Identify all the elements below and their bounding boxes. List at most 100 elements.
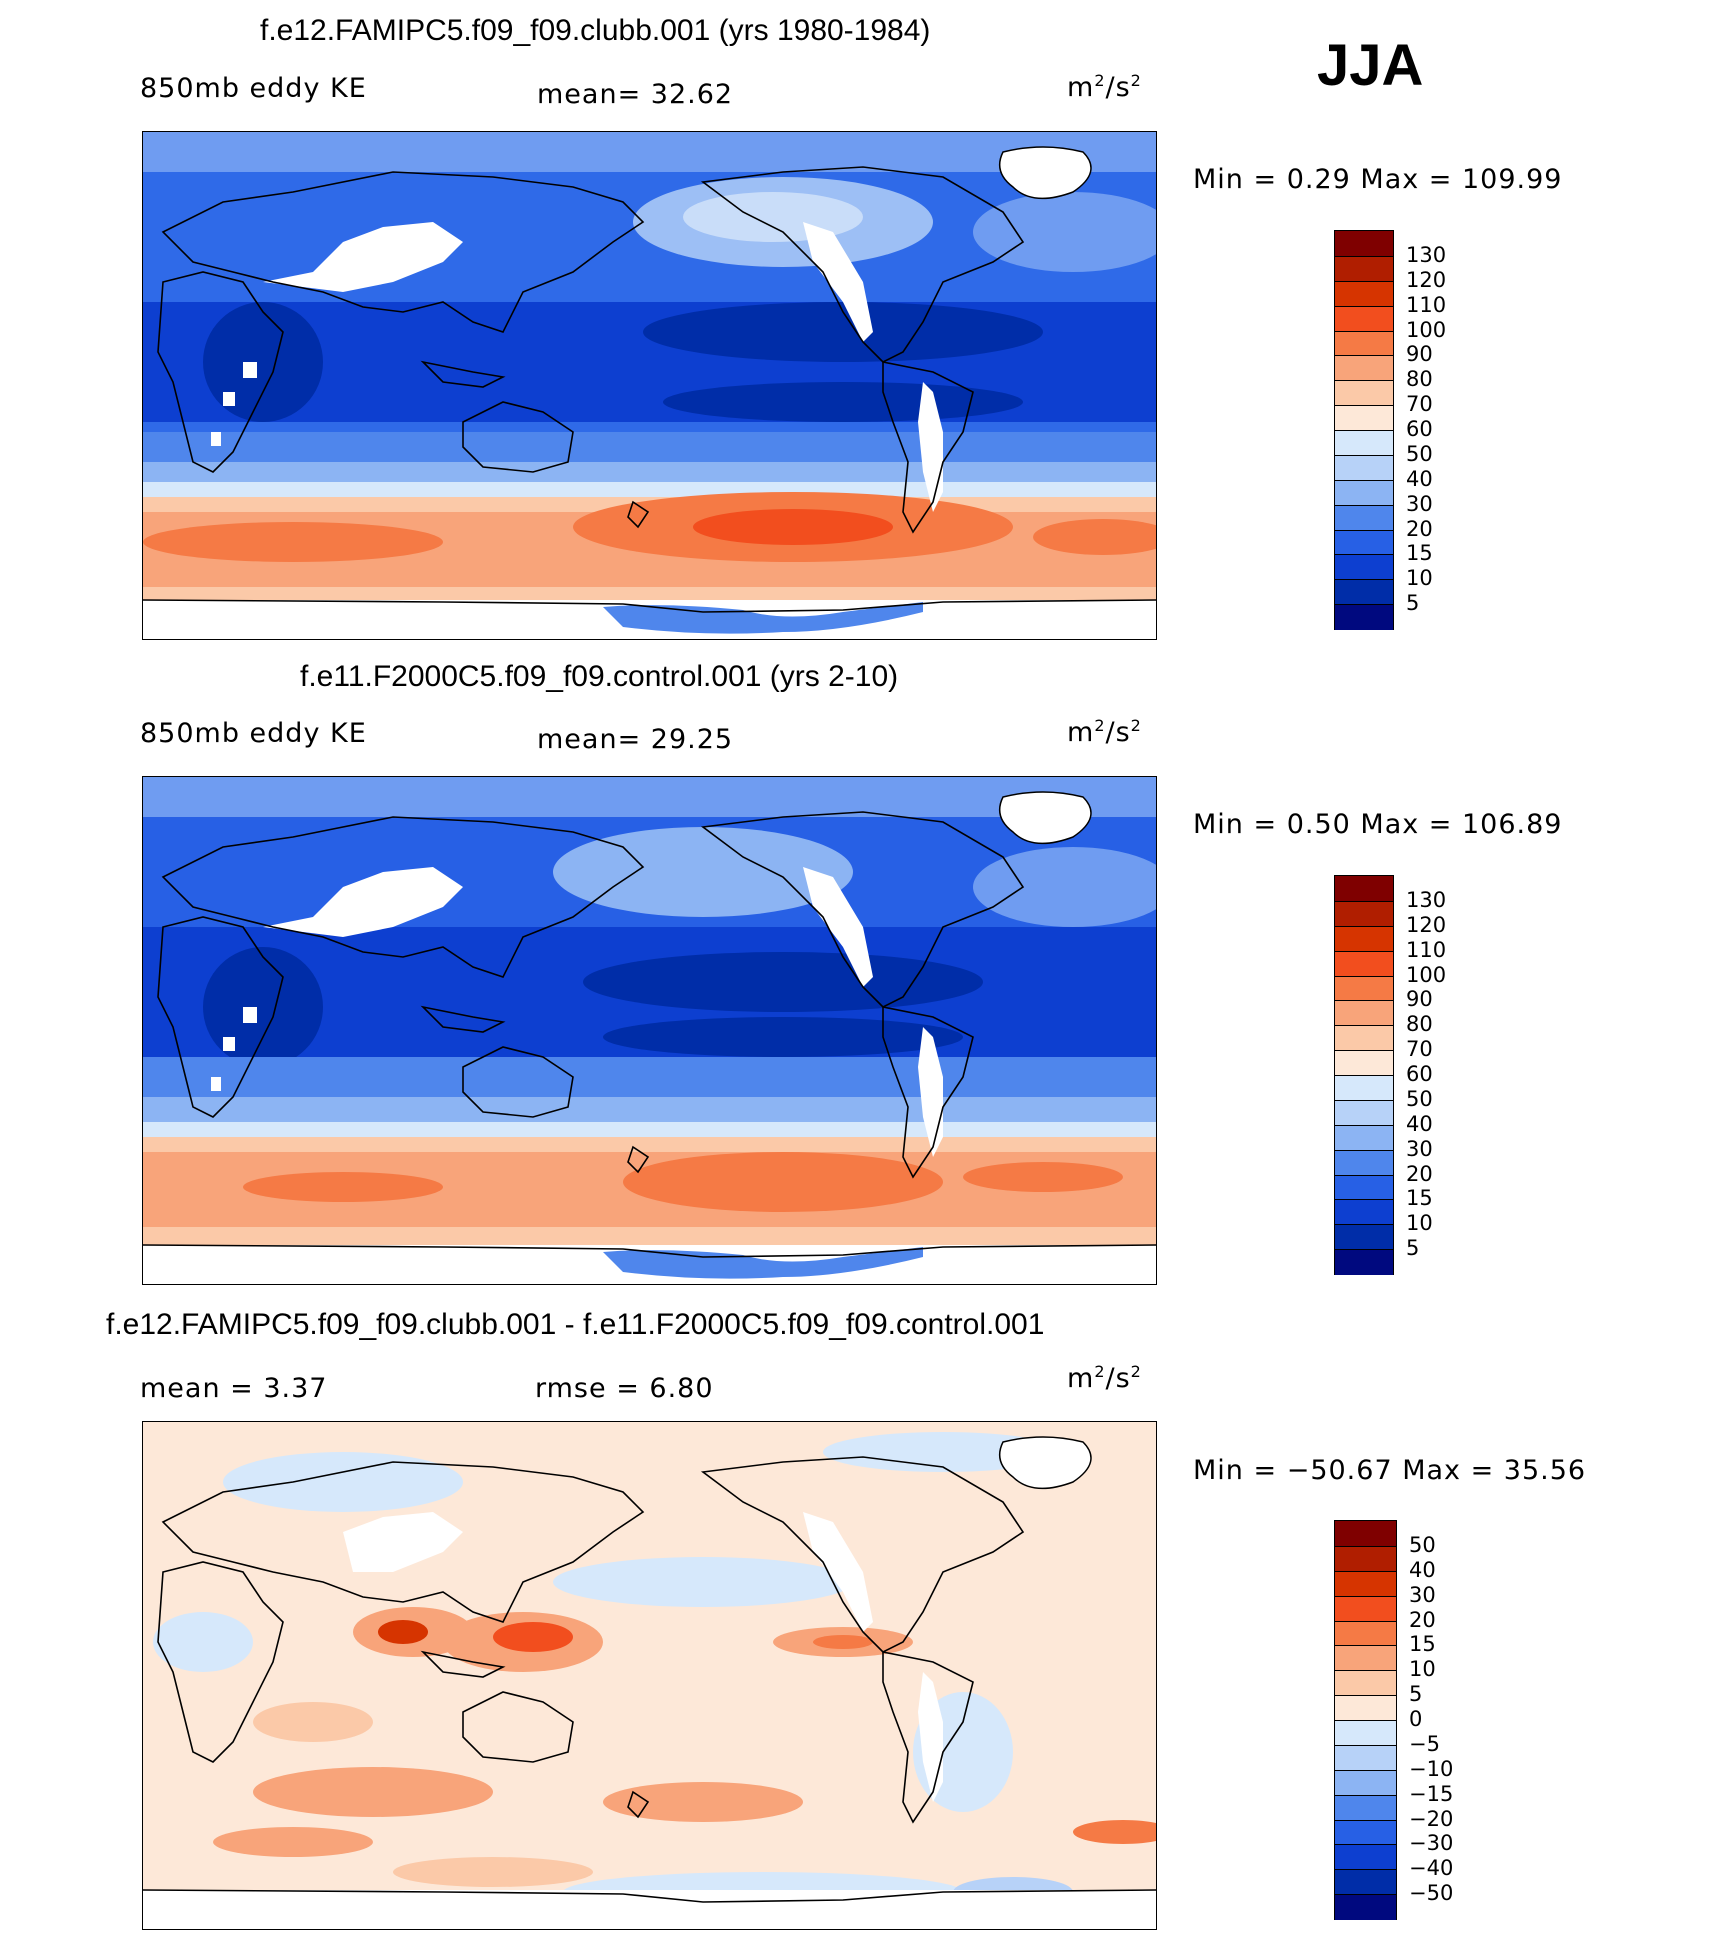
colorbar-tick-label: 30 (1406, 1136, 1433, 1161)
africa-mask-1 (243, 362, 257, 378)
field-pos-core-so-2 (603, 1782, 803, 1822)
field-blue-patch-3 (153, 1612, 253, 1672)
field-sst-core-4 (1033, 519, 1156, 555)
tibet-mask (263, 222, 463, 292)
colorbar-tick-label: 60 (1406, 1062, 1433, 1086)
field-pos-core-india-inner (378, 1620, 428, 1644)
indonesia-outline (420, 1650, 506, 1678)
field-south-subtropic-1 (143, 1057, 1156, 1097)
field-pos-core-so-5 (393, 1857, 593, 1887)
colorbar-tick-label: 40 (1406, 1111, 1433, 1136)
field-sst-core-1 (143, 522, 443, 562)
colorbar-swatch (1335, 876, 1393, 901)
colorbar-tick-label: 30 (1409, 1582, 1436, 1607)
colorbar-swatch (1335, 1025, 1393, 1052)
colorbar-tick-label: −50 (1409, 1881, 1454, 1906)
eurasia-outline (161, 1461, 645, 1623)
colorbar-tick-label: 90 (1406, 987, 1433, 1012)
colorbar-tick-label: 15 (1406, 541, 1433, 566)
andes-mask (918, 382, 943, 512)
panel-2-units: m2/s2 (1067, 716, 1142, 748)
panel-1-mean: mean= 32.62 (537, 79, 734, 110)
colorbar-swatch (1335, 454, 1393, 481)
panel-3-units: m2/s2 (1067, 1362, 1142, 1394)
colorbar-swatch (1335, 604, 1393, 630)
colorbar-swatch (1335, 1174, 1393, 1201)
south-america-outline (882, 1006, 974, 1179)
south-america-outline (882, 1651, 974, 1824)
andes-mask (918, 1672, 943, 1802)
panel-3-title: f.e12.FAMIPC5.f09_f09.clubb.001 - f.e11.… (106, 1308, 1045, 1341)
field-sst-core-3 (693, 509, 893, 545)
field-sst-core-2 (623, 1152, 943, 1212)
field-epac-core (603, 1017, 963, 1057)
africa-mask-3 (211, 432, 221, 446)
antarctica-outline (143, 599, 1156, 613)
field-pos-core-epac-inner (813, 1635, 873, 1649)
field-pos-core-so-1 (253, 1767, 493, 1817)
colorbar-tick-label: 110 (1406, 937, 1447, 962)
panel-3-colorbar (1334, 1520, 1397, 1920)
panel-1-colorbar (1334, 230, 1394, 630)
colorbar-swatch (1335, 1794, 1396, 1821)
colorbar-tick-label: 80 (1406, 367, 1433, 392)
eurasia-outline (161, 816, 645, 978)
colorbar-tick-label: 50 (1409, 1532, 1436, 1557)
rockies-mask (803, 867, 873, 987)
antarctica-outline (143, 1889, 1156, 1903)
colorbar-swatch (1335, 1570, 1396, 1597)
colorbar-tick-label: 20 (1406, 516, 1433, 541)
new-zealand-outline (627, 1790, 650, 1819)
colorbar-tick-label: 60 (1406, 417, 1433, 441)
colorbar-swatch (1335, 479, 1393, 506)
antarctica-mask (143, 1890, 1156, 1929)
colorbar-swatch (1335, 1595, 1396, 1622)
colorbar-swatch (1335, 1844, 1396, 1871)
colorbar-tick-label: −15 (1409, 1781, 1454, 1806)
field-pos-core-south-africa (253, 1702, 373, 1742)
colorbar-swatch (1335, 1050, 1393, 1076)
panel-1-map (142, 131, 1157, 640)
colorbar-tick-label: 5 (1406, 591, 1420, 616)
colorbar-swatch (1335, 1249, 1393, 1275)
colorbar-tick-label: 20 (1406, 1161, 1433, 1186)
andes-mask (918, 1027, 943, 1157)
colorbar-swatch (1335, 255, 1393, 282)
colorbar-tick-label: 70 (1406, 392, 1433, 417)
colorbar-swatch (1335, 1521, 1396, 1546)
greenland (998, 791, 1092, 845)
field-south-subtropic-2 (143, 462, 1156, 482)
colorbar-swatch (1335, 1720, 1396, 1746)
colorbar-swatch (1335, 529, 1393, 556)
field-tropical-pacific-core (583, 952, 983, 1012)
colorbar-tick-label: 100 (1406, 962, 1447, 987)
colorbar-tick-label: 120 (1406, 912, 1447, 937)
panel-3-minmax: Min = −50.67 Max = 35.56 (1193, 1455, 1587, 1486)
panel-2-colorbar (1334, 875, 1394, 1275)
field-sst-core-1 (243, 1172, 443, 1202)
continent-outlines (143, 811, 1156, 1258)
panel-2-map (142, 776, 1157, 1285)
colorbar-swatch (1335, 231, 1393, 256)
colorbar-swatch (1335, 1199, 1393, 1226)
colorbar-swatch (1335, 1620, 1396, 1647)
africa-outline (157, 1561, 284, 1763)
africa-mask-1 (243, 1007, 257, 1023)
greenland (998, 146, 1092, 200)
field-blue-patch-2 (553, 1557, 853, 1607)
colorbar-swatch (1335, 280, 1393, 307)
field-arctic-band (143, 132, 1156, 172)
north-america-outline (700, 811, 1025, 1008)
field-tropical-pacific-core (643, 302, 1043, 362)
colorbar-swatch (1335, 1769, 1396, 1796)
colorbar-swatch (1335, 1894, 1396, 1920)
season-label: JJA (1317, 33, 1424, 98)
colorbar-swatch (1335, 900, 1393, 927)
field-arctic-band (143, 777, 1156, 817)
australia-outline (462, 1046, 574, 1118)
colorbar-swatch (1335, 1545, 1396, 1572)
colorbar-tick-label: −10 (1409, 1756, 1454, 1781)
colorbar-tick-label: 100 (1406, 317, 1447, 342)
north-america-outline (700, 1456, 1025, 1653)
field-blue-patch-1 (223, 1452, 463, 1512)
